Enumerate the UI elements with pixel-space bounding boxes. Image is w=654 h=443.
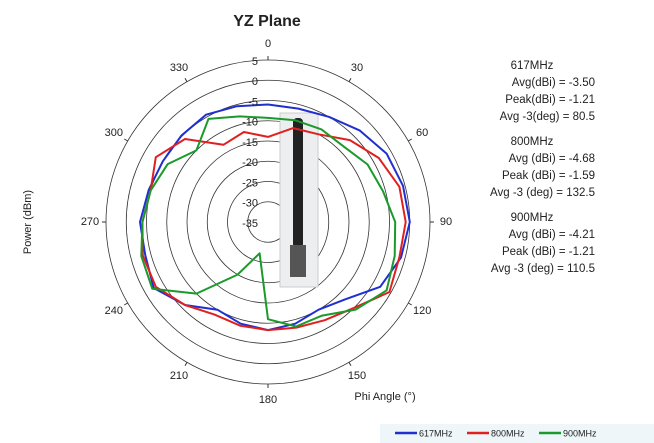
theta-tick <box>123 138 128 142</box>
grid-circle <box>105 59 431 385</box>
theta-tick <box>348 362 352 367</box>
theta-tick-label: 210 <box>170 370 188 382</box>
note-line: Peak(dBi) = -1.21 <box>505 94 595 106</box>
r-tick-label: -15 <box>242 137 258 149</box>
legend-label: 617MHz <box>419 428 453 438</box>
r-tick-label: 0 <box>252 76 258 88</box>
theta-tick <box>184 362 188 367</box>
note-line: Peak (dBi) = -1.21 <box>502 246 595 258</box>
legend-label: 900MHz <box>563 428 597 438</box>
series-line <box>141 127 407 332</box>
r-tick-label: -5 <box>248 96 258 108</box>
note-line: Avg -3 (deg) = 110.5 <box>491 263 595 275</box>
theta-tick <box>348 77 352 82</box>
note-title: 900MHz <box>511 212 554 224</box>
grid-circle <box>146 100 390 344</box>
legend-band <box>380 424 654 443</box>
theta-tick-label: 0 <box>265 38 271 50</box>
series-layer <box>139 103 411 332</box>
grid <box>102 56 434 388</box>
theta-tick <box>408 138 413 142</box>
r-axis-label: Power (dBm) <box>22 190 34 254</box>
note-line: Avg (dBi) = -4.21 <box>509 229 595 241</box>
r-tick-label: -20 <box>242 157 258 169</box>
antenna-photo <box>279 112 319 288</box>
r-tick-label: -30 <box>242 198 258 210</box>
chart-title: YZ Plane <box>233 13 301 30</box>
grid-circle <box>125 79 411 365</box>
theta-axis-label: Phi Angle (°) <box>354 391 415 403</box>
theta-tick-label: 60 <box>416 127 428 139</box>
note-title: 800MHz <box>511 136 554 148</box>
r-tick-label: 5 <box>252 56 258 68</box>
r-tick-label: -25 <box>242 177 258 189</box>
note-line: Avg -3 (deg) = 132.5 <box>490 187 595 199</box>
note-line: Avg -3(deg) = 80.5 <box>500 111 595 123</box>
theta-tick-label: 240 <box>105 305 123 317</box>
theta-tick-label: 120 <box>413 305 431 317</box>
grid-circle <box>166 120 370 324</box>
note-title: 617MHz <box>511 60 554 72</box>
note-line: Avg (dBi) = -4.68 <box>509 153 595 165</box>
theta-tick <box>123 302 128 306</box>
theta-tick <box>184 77 188 82</box>
theta-tick-label: 330 <box>170 62 188 74</box>
theta-tick-label: 30 <box>351 62 363 74</box>
r-tick-label: -10 <box>242 117 258 129</box>
theta-tick-label: 270 <box>81 216 99 228</box>
theta-tick <box>408 302 413 306</box>
theta-tick-label: 300 <box>105 127 123 139</box>
grid-circle <box>206 160 330 284</box>
theta-tick-label: 90 <box>440 216 452 228</box>
theta-tick-label: 150 <box>348 370 366 382</box>
note-line: Avg(dBi) = -3.50 <box>512 77 595 89</box>
note-line: Peak (dBi) = -1.59 <box>502 170 595 182</box>
legend-label: 800MHz <box>491 428 525 438</box>
theta-tick-label: 180 <box>259 394 277 406</box>
grid-circle <box>186 140 350 304</box>
r-tick-label: -35 <box>242 218 258 230</box>
series-line <box>140 115 397 328</box>
